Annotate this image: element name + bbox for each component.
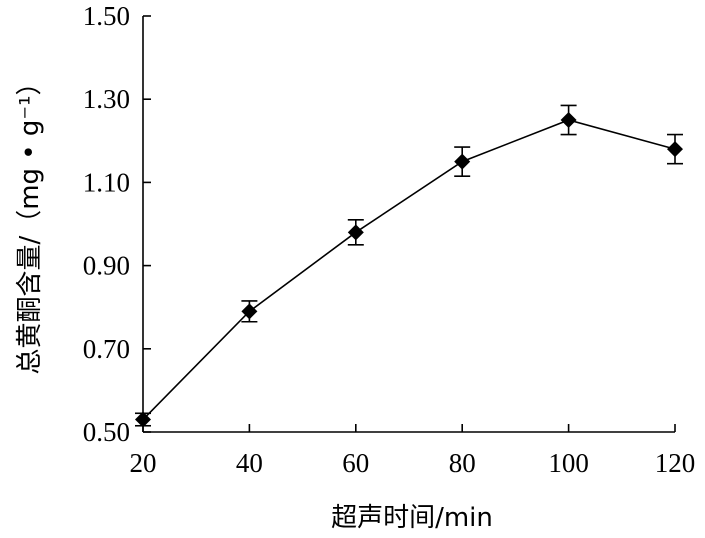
y-tick-label: 1.50 (83, 1, 130, 31)
y-tick-label: 0.70 (83, 334, 130, 364)
y-tick-label: 0.90 (83, 251, 130, 281)
series (135, 104, 683, 428)
series-line (142, 119, 676, 421)
x-tick-label: 100 (548, 448, 589, 478)
x-tick-label: 20 (130, 448, 157, 478)
data-point (454, 153, 471, 170)
x-tick-label: 60 (342, 448, 369, 478)
x-tick-label: 120 (655, 448, 696, 478)
axes: 0.50 0.70 0.90 1.10 1.30 1.50 20 40 60 80 100 120 (83, 1, 696, 478)
x-tick-label: 40 (236, 448, 263, 478)
data-point (241, 303, 258, 320)
x-axis-title: 超声时间/min (331, 503, 493, 533)
y-tick-label: 1.10 (83, 167, 130, 197)
y-tick-label: 1.30 (83, 84, 130, 114)
data-point (135, 411, 151, 428)
y-tick-label: 0.50 (83, 417, 130, 447)
x-tick-label: 80 (449, 448, 476, 478)
data-point (667, 141, 683, 158)
data-point (560, 112, 577, 128)
y-axis-title: 总黄酮含量/（mg • g⁻¹） (15, 69, 45, 374)
data-point (347, 224, 364, 241)
